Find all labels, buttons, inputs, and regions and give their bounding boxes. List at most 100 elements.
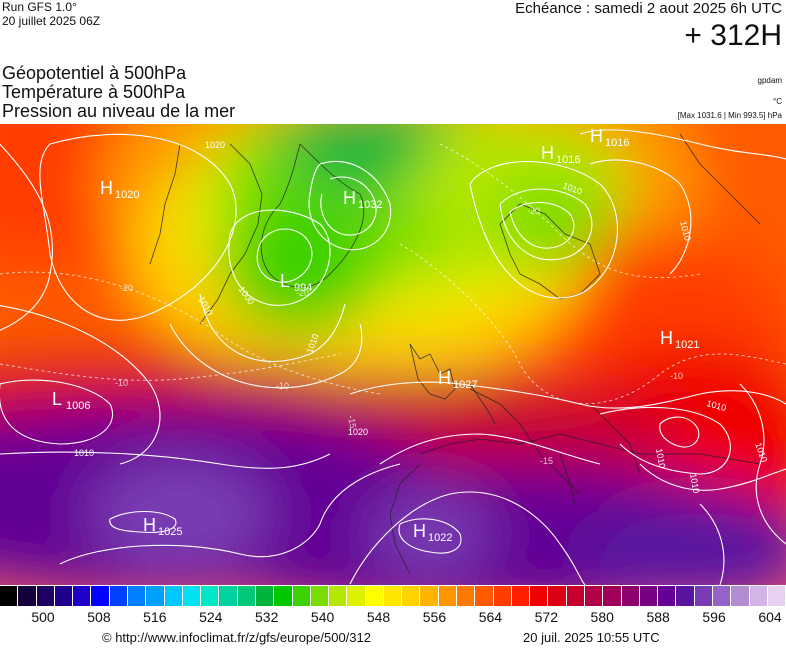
coastlines: [149, 133, 761, 575]
legend-swatch: [109, 586, 128, 606]
legend-swatch: [255, 586, 275, 606]
pressure-center: H 1032: [343, 188, 382, 211]
legend-swatch: [420, 586, 439, 606]
center-value: 1032: [358, 199, 382, 211]
legend-swatch: [18, 586, 37, 606]
legend-tick-label: 596: [702, 609, 726, 625]
isobars: [0, 129, 786, 585]
legend-tick-label: 588: [646, 609, 670, 625]
legend-swatch: [310, 586, 330, 606]
pressure-center: H 1020: [100, 178, 139, 201]
param-pressure: Pression au niveau de la mer: [2, 101, 236, 121]
legend-swatch: [164, 586, 183, 606]
legend-swatch: [182, 586, 202, 606]
legend-swatch: [694, 586, 713, 606]
pressure-centers: H 1020 H 1032 L 994 H 1016 H 1016 H 1021…: [52, 126, 699, 544]
legend-swatch: [639, 586, 659, 606]
legend-swatch: [292, 586, 311, 606]
legend-tick-label: 532: [255, 609, 279, 625]
legend-tick-label: 556: [422, 609, 447, 625]
isobar-label: 1020: [205, 140, 225, 150]
run-model: Run GFS 1.0°: [2, 0, 77, 14]
isobar-label: 1010: [74, 448, 94, 458]
legend-swatch: [438, 586, 458, 606]
center-value: 1021: [675, 339, 699, 351]
geopotential-field: [0, 124, 786, 585]
center-value: 1022: [428, 532, 452, 544]
legend-tick-label: 540: [310, 609, 335, 625]
param-geopotential: Géopotentiel à 500hPa: [2, 63, 187, 83]
run-info: Run GFS 1.0° 20 juillet 2025 06Z: [2, 0, 100, 28]
center-letter: H: [660, 328, 673, 348]
legend-tick-label: 564: [478, 609, 503, 625]
temperature-label: -10: [670, 371, 683, 381]
legend-swatch: [329, 586, 348, 606]
center-value: 1016: [556, 154, 580, 166]
center-value: 1025: [158, 526, 182, 538]
run-date: 20 juillet 2025 06Z: [2, 14, 101, 28]
legend-swatch: [621, 586, 640, 606]
legend-swatch: [566, 586, 585, 606]
center-letter: H: [590, 126, 603, 146]
legend-swatch: [475, 586, 494, 606]
center-value: 1027: [453, 379, 477, 391]
legend-swatch: [603, 586, 622, 606]
temperature-isotherms: [0, 143, 786, 405]
center-value: 1020: [115, 189, 139, 201]
temperature-label: -10: [276, 381, 289, 391]
generation-date: 20 juil. 2025 10:55 UTC: [523, 630, 660, 645]
pressure-center: H 1016: [541, 143, 580, 166]
unit-gpdam: gpdam: [757, 76, 782, 85]
temperature-label: -15: [346, 415, 358, 430]
isobar-label: 1020: [348, 427, 368, 437]
center-letter: L: [52, 389, 62, 409]
center-letter: H: [438, 368, 451, 388]
legend-swatch: [383, 586, 403, 606]
pressure-center: L 1006: [52, 389, 90, 412]
temperature-label: -10: [115, 378, 128, 388]
legend-swatch: [36, 586, 55, 606]
legend-swatch: [402, 586, 421, 606]
legend-swatch: [658, 586, 677, 606]
temperature-label: -20: [120, 283, 133, 293]
legend-swatch: [731, 586, 750, 606]
temperature-labels: -20 -10 -10 -20 -20 -15 -15 -10: [115, 206, 683, 466]
legend-swatch: [0, 586, 19, 606]
legend-swatch: [457, 586, 476, 606]
center-letter: H: [343, 188, 356, 208]
legend-swatch: [73, 586, 92, 606]
temperature-label: -15: [540, 456, 553, 466]
legend-swatch: [749, 586, 768, 606]
legend-swatch: [219, 586, 238, 606]
legend-swatch: [676, 586, 695, 606]
legend-swatch: [365, 586, 384, 606]
center-letter: H: [541, 143, 554, 163]
temperature-label: -20: [296, 288, 309, 298]
color-legend: [0, 586, 786, 606]
legend-swatch: [712, 586, 732, 606]
pressure-center: L 994: [280, 271, 312, 294]
isobar-label: 1010: [654, 448, 667, 469]
legend-ticks: 500 508 516 524 532 540 548 556 564 572 580 588 596 6…: [0, 609, 786, 629]
legend-swatch: [530, 586, 549, 606]
center-letter: H: [413, 521, 426, 541]
pressure-range: [Max 1031.6 | Min 993.5] hPa: [677, 111, 782, 120]
pressure-center: H 1021: [660, 328, 699, 351]
legend-swatch: [54, 586, 74, 606]
temperature-label: -20: [527, 206, 540, 216]
legend-swatch: [347, 586, 366, 606]
legend-swatch: [127, 586, 147, 606]
weather-map: H 1020 H 1032 L 994 H 1016 H 1016 H 1021…: [0, 124, 786, 585]
legend-swatch: [274, 586, 293, 606]
echeance-label: Echéance : samedi 2 aout 2025 6h UTC: [515, 0, 782, 17]
legend-swatch: [493, 586, 512, 606]
legend-tick-label: 604: [758, 609, 782, 625]
pressure-center: H 1016: [590, 126, 629, 149]
center-letter: H: [100, 178, 113, 198]
legend-tick-label: 524: [199, 609, 223, 625]
source-url: © http://www.infoclimat.fr/z/gfs/europe/…: [102, 630, 371, 645]
legend-swatch: [585, 586, 604, 606]
legend-tick-label: 572: [534, 609, 558, 625]
pressure-center: H 1025: [143, 515, 182, 538]
center-value: 1016: [605, 137, 629, 149]
